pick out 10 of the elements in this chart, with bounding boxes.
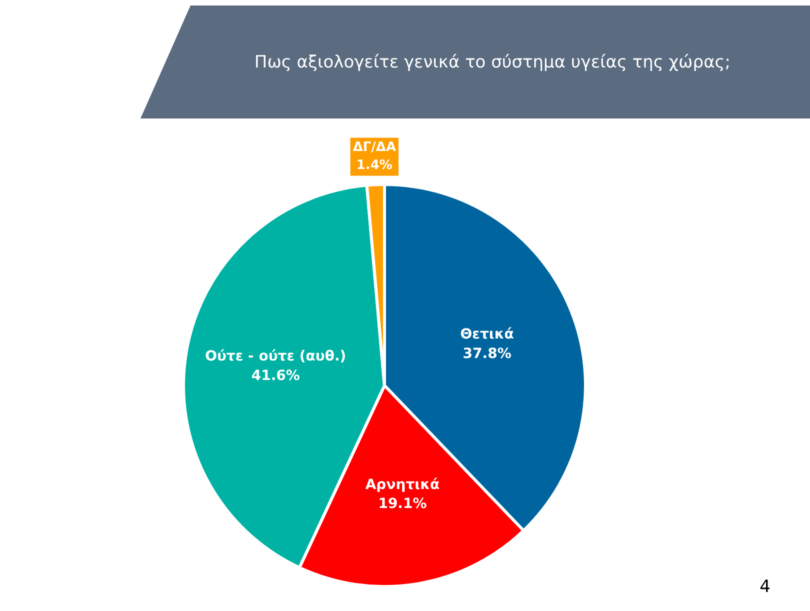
chart-title: Πως αξιολογείτε γενικά το σύστημα υγείας της χώρας; [254, 52, 730, 72]
slice-label: Αρνητικά [365, 476, 440, 493]
data-label: 1.4% [356, 158, 392, 174]
slice-label: Θετικά [460, 326, 514, 343]
data-label: 19.1% [378, 496, 427, 512]
slice-label: Ούτε - ούτε (αυθ.) [205, 348, 346, 365]
data-label: 41.6% [251, 368, 300, 384]
slice-label: ΔΓ/ΔΑ [352, 140, 396, 156]
data-label: 37.8% [462, 346, 512, 362]
text: 4 [760, 577, 771, 597]
